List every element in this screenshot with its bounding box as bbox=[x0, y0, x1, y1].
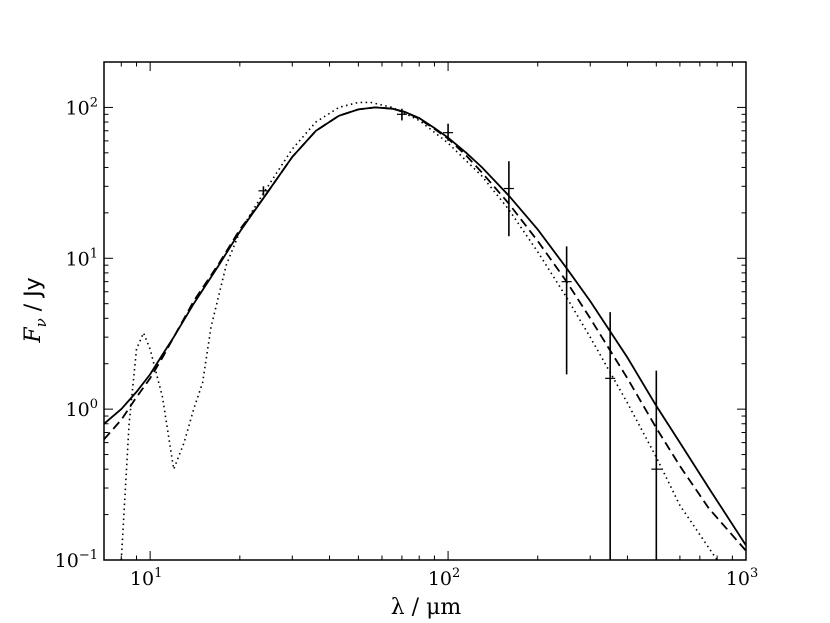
axis-ticks bbox=[103, 61, 747, 561]
model-curves bbox=[104, 101, 746, 560]
data-point bbox=[503, 161, 514, 237]
x-tick-labels: 101 102 103 bbox=[130, 566, 758, 590]
data-point bbox=[561, 246, 572, 375]
x-tick-label: 103 bbox=[726, 566, 758, 590]
y-tick-labels: 10−1 100 101 102 bbox=[55, 95, 98, 572]
x-tick-label: 102 bbox=[428, 566, 460, 590]
data-point bbox=[258, 186, 269, 196]
data-point bbox=[443, 123, 454, 141]
y-axis-label: Fν / Jy bbox=[21, 277, 50, 343]
y-tick-label: 10−1 bbox=[55, 548, 98, 572]
data-point bbox=[396, 108, 407, 121]
series-dotted-line bbox=[120, 101, 718, 560]
y-tick-label: 101 bbox=[66, 246, 98, 270]
y-tick-label: 100 bbox=[66, 397, 98, 421]
plot-frame bbox=[103, 61, 747, 561]
y-tick-label: 102 bbox=[66, 95, 98, 119]
x-tick-label: 101 bbox=[130, 566, 162, 590]
measurement-points bbox=[258, 108, 662, 560]
series-dashed-line bbox=[104, 106, 746, 552]
data-point bbox=[605, 312, 616, 560]
x-axis-label: λ / μm bbox=[391, 595, 462, 620]
data-point bbox=[651, 370, 662, 560]
series-solid-line bbox=[104, 106, 746, 546]
